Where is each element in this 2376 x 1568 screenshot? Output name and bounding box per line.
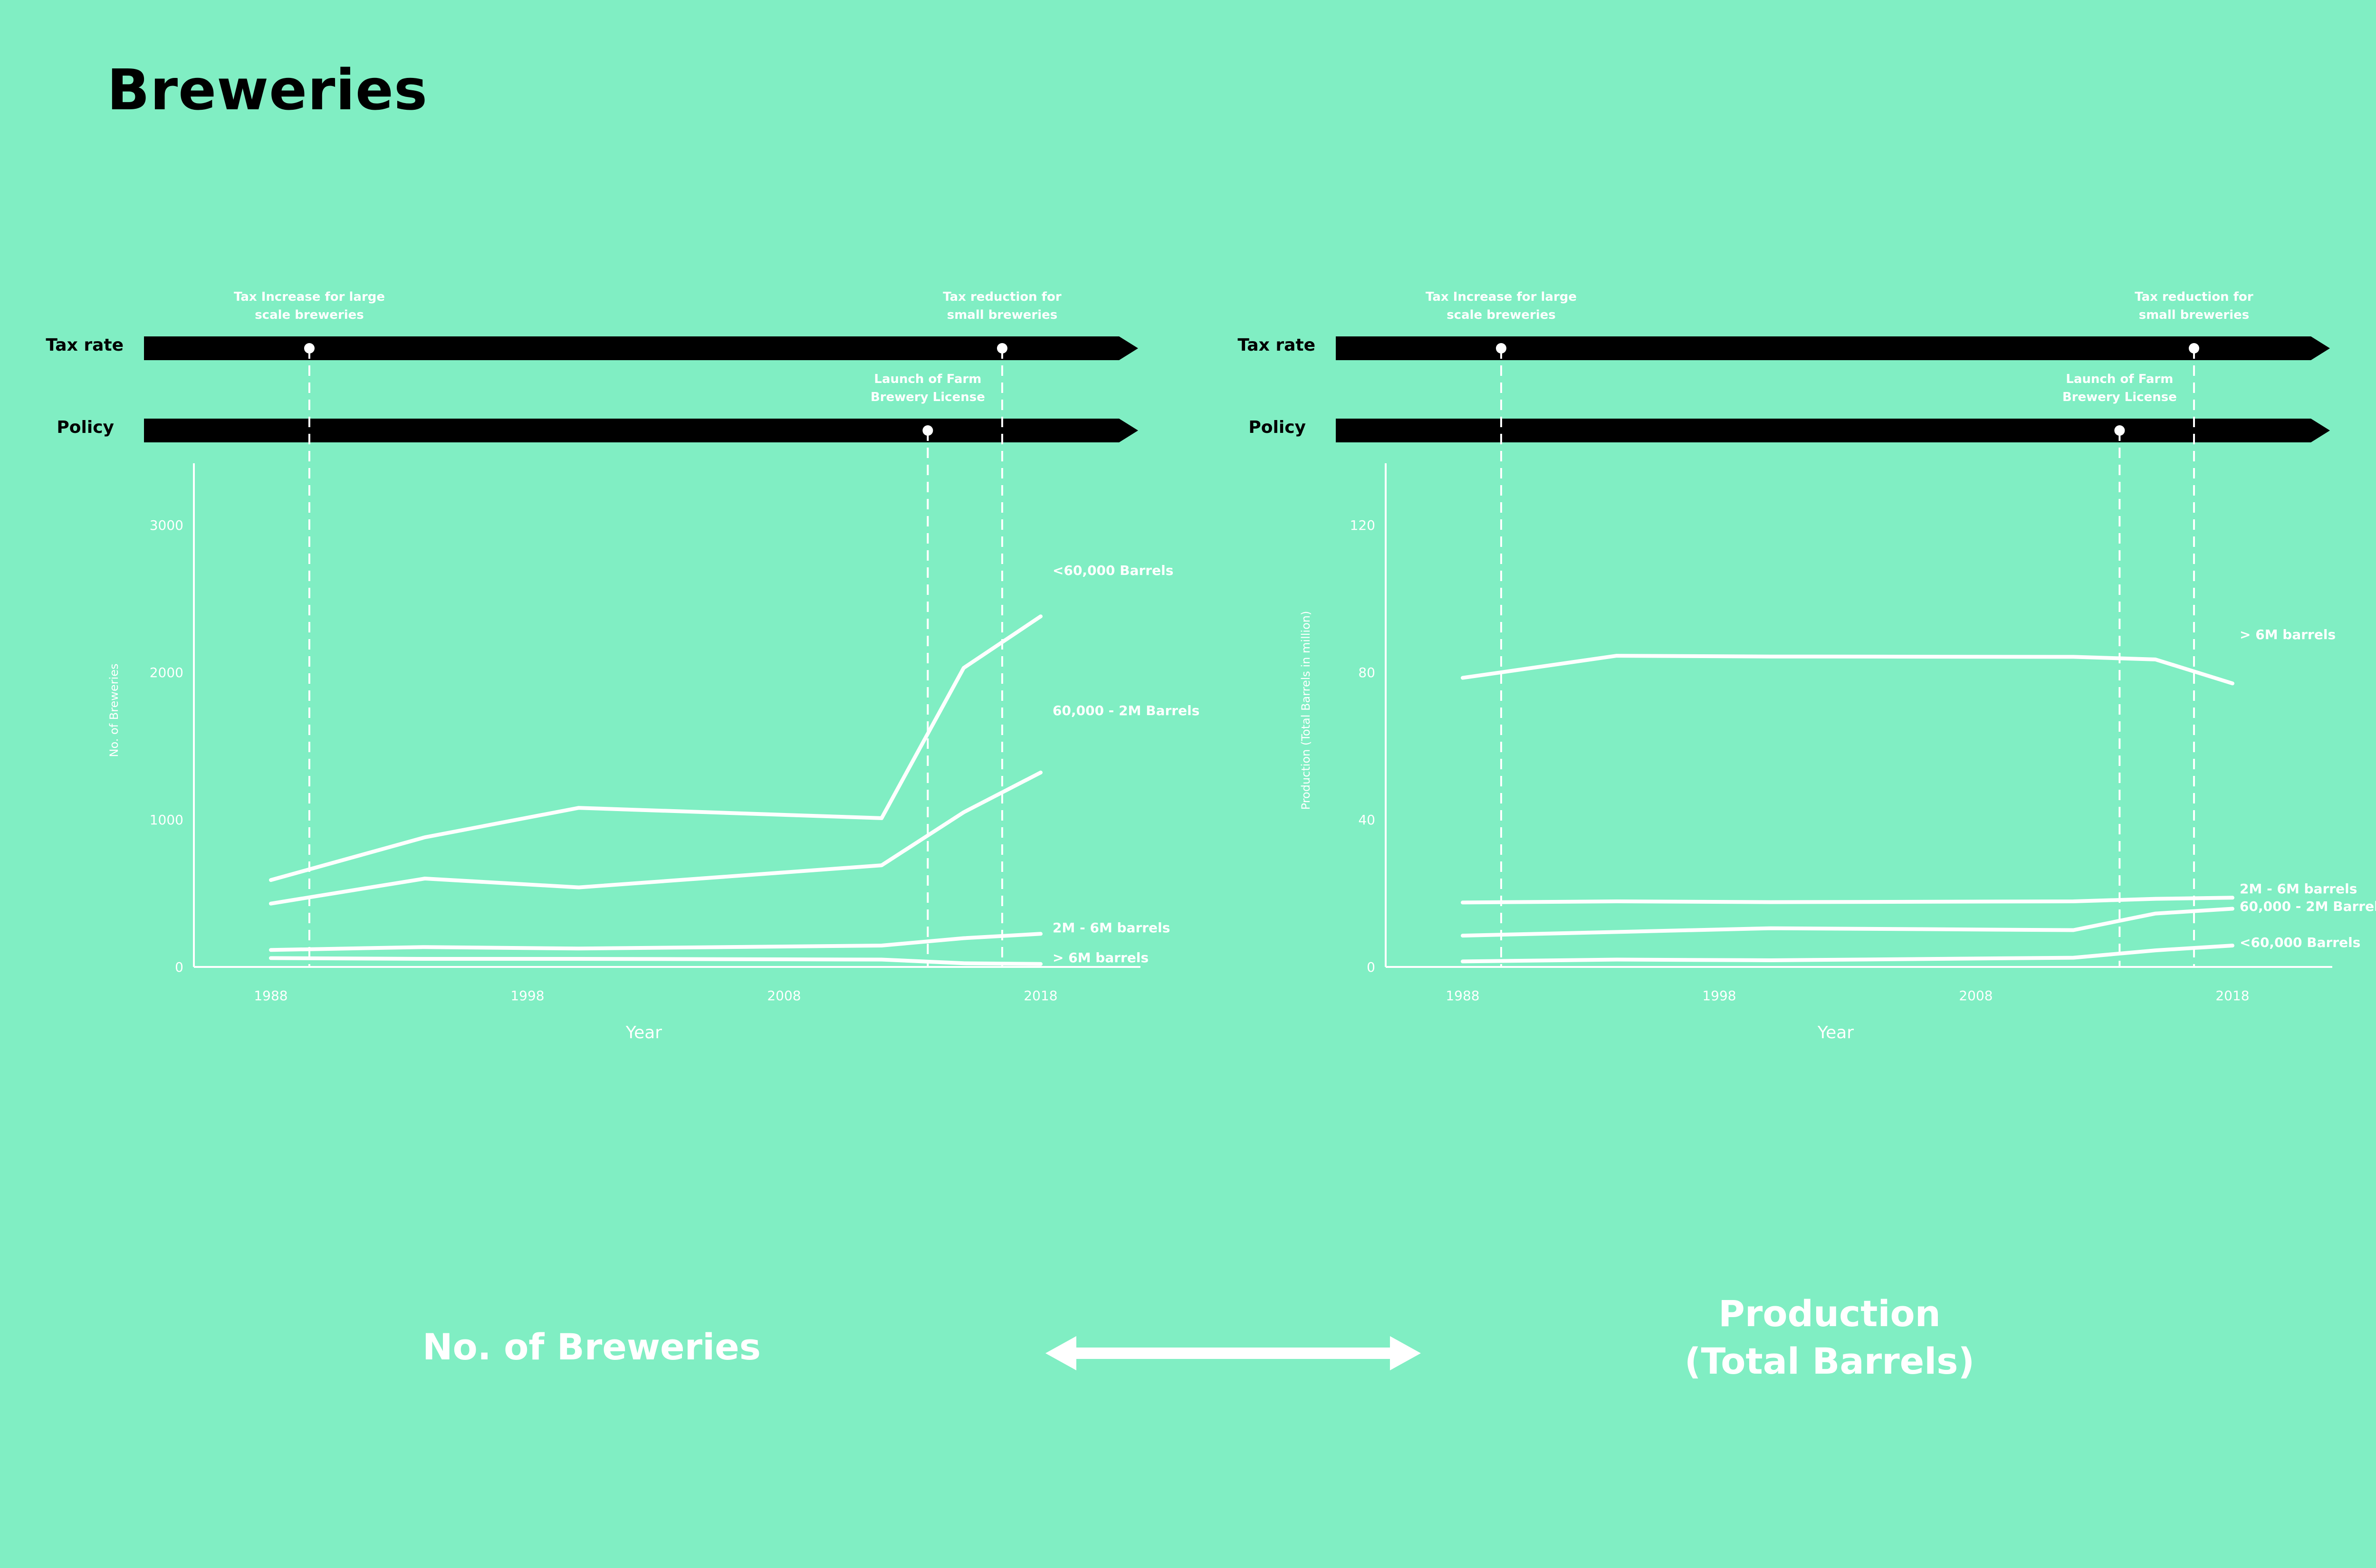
y-tick-label: 0: [175, 959, 183, 975]
series-label-1: > 6M barrels: [2240, 627, 2336, 642]
event-label: Brewery License: [2062, 390, 2177, 404]
tax-rate-label: Tax rate: [1237, 335, 1315, 355]
series-label-4: > 6M barrels: [1053, 950, 1149, 966]
page-title: Breweries: [107, 57, 428, 123]
event-marker: [304, 343, 315, 354]
series-label-3: 60,000 - 2M Barrels: [2240, 899, 2376, 914]
y-axis-title: No. of Breweries: [107, 663, 121, 757]
event-label: scale breweries: [1447, 308, 1556, 322]
event-label: Launch of Farm: [874, 372, 981, 386]
policy-timeline-bar: [144, 419, 1138, 442]
chart-panel-1: Tax rate Policy Tax Increase for large scal…: [46, 290, 1199, 1042]
event-label: Launch of Farm: [2066, 372, 2173, 386]
x-tick-label: 2018: [2215, 988, 2249, 1004]
event-label: small breweries: [947, 308, 1058, 322]
series-line-4: [269, 956, 1043, 966]
double-arrow-icon: [1045, 1336, 1421, 1370]
series-label-2: 60,000 - 2M Barrels: [1053, 703, 1199, 718]
event-label: Tax reduction for: [943, 290, 1062, 304]
y-tick-label: 1000: [150, 812, 183, 828]
y-tick-label: 3000: [150, 517, 183, 533]
breweries-count-label: No. of Breweries: [422, 1326, 761, 1368]
event-marker: [2189, 343, 2199, 354]
production-label: Production (Total Barrels): [1616, 1290, 2043, 1385]
x-tick-label: 2018: [1024, 988, 1057, 1004]
event-label: Tax reduction for: [2135, 290, 2253, 304]
policy-label: Policy: [57, 418, 114, 437]
x-tick-label: 1998: [1702, 988, 1736, 1004]
event-label: Tax Increase for large: [1426, 290, 1577, 304]
series-line-1: [269, 614, 1043, 882]
x-tick-label: 1988: [1446, 988, 1479, 1004]
series-line-2: [269, 770, 1043, 906]
chart-panel-2: Tax rate Policy Tax Increase for large scal…: [1237, 290, 2376, 1042]
x-tick-label: 2008: [767, 988, 801, 1004]
production-label-line1: Production: [1718, 1292, 1941, 1335]
event-label: Tax Increase for large: [234, 290, 385, 304]
event-marker: [1496, 343, 1506, 354]
x-tick-label: 1988: [254, 988, 287, 1004]
series-line-4: [1461, 944, 2234, 964]
policy-timeline-bar: [1336, 419, 2330, 442]
x-tick-label: 1998: [510, 988, 544, 1004]
y-tick-label: 40: [1358, 812, 1375, 828]
x-axis-title: Year: [1817, 1023, 1854, 1042]
event-marker: [922, 425, 933, 436]
series-label-4: <60,000 Barrels: [2240, 935, 2360, 950]
y-axis-title: Production (Total Barrels in million): [1299, 611, 1313, 810]
tax-timeline-bar: [144, 336, 1138, 360]
series-line-3: [1461, 907, 2234, 938]
x-tick-label: 2008: [1959, 988, 1993, 1004]
tax-rate-label: Tax rate: [46, 335, 124, 355]
policy-label: Policy: [1248, 418, 1306, 437]
event-marker: [997, 343, 1007, 354]
series-line-1: [1461, 654, 2234, 686]
x-axis-title: Year: [625, 1023, 662, 1042]
y-tick-label: 80: [1358, 665, 1375, 680]
y-tick-label: 120: [1350, 517, 1375, 533]
series-line-3: [269, 932, 1043, 952]
event-label: Brewery License: [871, 390, 985, 404]
tax-timeline-bar: [1336, 336, 2330, 360]
series-label-3: 2M - 6M barrels: [1053, 920, 1170, 936]
series-label-1: <60,000 Barrels: [1053, 563, 1173, 578]
y-tick-label: 0: [1367, 959, 1375, 975]
production-label-line2: (Total Barrels): [1684, 1340, 1975, 1382]
series-label-2: 2M - 6M barrels: [2240, 881, 2357, 897]
event-marker: [2114, 425, 2125, 436]
event-label: small breweries: [2139, 308, 2250, 322]
event-label: scale breweries: [255, 308, 364, 322]
series-line-2: [1461, 896, 2234, 905]
y-tick-label: 2000: [150, 665, 183, 680]
